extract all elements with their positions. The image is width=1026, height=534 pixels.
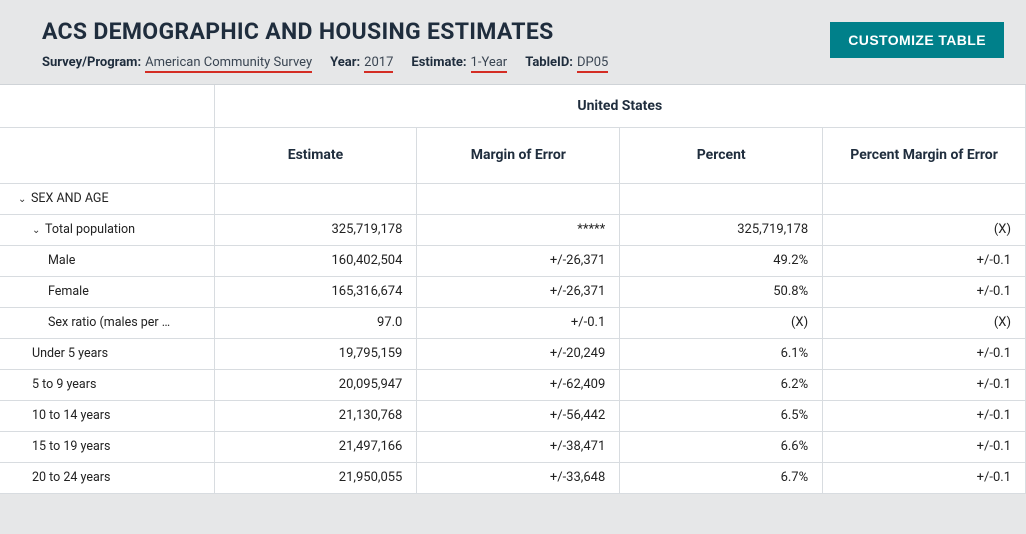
data-table: United States Estimate Margin of Error P… — [0, 85, 1026, 494]
customize-table-button[interactable]: CUSTOMIZE TABLE — [830, 22, 1004, 58]
chevron-down-icon: ⌄ — [18, 194, 27, 205]
cell-value: (X) — [620, 307, 823, 338]
cell-value: +/-0.1 — [823, 431, 1026, 462]
cell-value: 21,950,055 — [214, 462, 417, 493]
row-label: 15 to 19 years — [0, 431, 214, 462]
col-percent[interactable]: Percent — [620, 127, 823, 183]
cell-value: 160,402,504 — [214, 245, 417, 276]
table-row: Sex ratio (males per …97.0+/-0.1(X)(X) — [0, 307, 1026, 338]
cell-value: 97.0 — [214, 307, 417, 338]
cell-value: +/-0.1 — [823, 369, 1026, 400]
row-label: Under 5 years — [0, 338, 214, 369]
table-row: ⌄ Total population 325,719,178*****325,719… — [0, 214, 1026, 245]
row-label: 5 to 9 years — [0, 369, 214, 400]
meta-survey[interactable]: Survey/Program:American Community Survey — [42, 55, 312, 70]
row-label: 20 to 24 years — [0, 462, 214, 493]
row-label[interactable]: ⌄ SEX AND AGE — [0, 183, 214, 214]
cell-value: +/-0.1 — [417, 307, 620, 338]
table-row: Female 165,316,674+/-26,37150.8%+/-0.1 — [0, 276, 1026, 307]
table-row: Under 5 years 19,795,159+/-20,2496.1%+/-0… — [0, 338, 1026, 369]
row-label-text: Total population — [45, 222, 135, 237]
row-label-text: Female — [48, 284, 89, 299]
cell-value: +/-0.1 — [823, 276, 1026, 307]
row-label-text: Under 5 years — [32, 346, 108, 361]
row-label-text: Male — [48, 253, 75, 268]
cell-value: 6.6% — [620, 431, 823, 462]
meta-estimate[interactable]: Estimate:1-Year — [411, 55, 507, 70]
meta-year[interactable]: Year:2017 — [330, 55, 393, 70]
row-label: Sex ratio (males per … — [0, 307, 214, 338]
row-label-text: 10 to 14 years — [32, 408, 110, 423]
cell-value — [417, 183, 620, 214]
cell-value: +/-33,648 — [417, 462, 620, 493]
cell-value: +/-0.1 — [823, 338, 1026, 369]
cell-value: 21,130,768 — [214, 400, 417, 431]
cell-value: (X) — [823, 214, 1026, 245]
blank-corner — [0, 85, 214, 127]
cell-value: +/-62,409 — [417, 369, 620, 400]
row-label[interactable]: ⌄ Total population — [0, 214, 214, 245]
row-label: Male — [0, 245, 214, 276]
cell-value: 21,497,166 — [214, 431, 417, 462]
table-row: 15 to 19 years 21,497,166+/-38,4716.6%+/-… — [0, 431, 1026, 462]
meta-tableid[interactable]: TableID:DP05 — [525, 55, 608, 70]
cell-value: +/-26,371 — [417, 245, 620, 276]
cell-value: +/-26,371 — [417, 276, 620, 307]
cell-value: +/-0.1 — [823, 245, 1026, 276]
col-percent-moe[interactable]: Percent Margin of Error — [823, 127, 1026, 183]
table-row: 10 to 14 years 21,130,768+/-56,4426.5%+/-… — [0, 400, 1026, 431]
row-label-text: Sex ratio (males per … — [48, 315, 170, 330]
cell-value: 6.5% — [620, 400, 823, 431]
table-row: 20 to 24 years 21,950,055+/-33,6486.7%+/-… — [0, 462, 1026, 493]
cell-value: 6.2% — [620, 369, 823, 400]
cell-value: 325,719,178 — [214, 214, 417, 245]
cell-value: +/-56,442 — [417, 400, 620, 431]
cell-value: (X) — [823, 307, 1026, 338]
cell-value: ***** — [417, 214, 620, 245]
cell-value — [214, 183, 417, 214]
table-row: ⌄ SEX AND AGE — [0, 183, 1026, 214]
cell-value: +/-0.1 — [823, 400, 1026, 431]
cell-value — [823, 183, 1026, 214]
cell-value: 19,795,159 — [214, 338, 417, 369]
geo-header: United States — [214, 85, 1026, 127]
cell-value — [620, 183, 823, 214]
cell-value: +/-38,471 — [417, 431, 620, 462]
data-table-wrap: United States Estimate Margin of Error P… — [0, 84, 1026, 494]
cell-value: 165,316,674 — [214, 276, 417, 307]
row-label-text: 5 to 9 years — [32, 377, 96, 392]
cell-value: +/-20,249 — [417, 338, 620, 369]
cell-value: 49.2% — [620, 245, 823, 276]
row-label-text: 15 to 19 years — [32, 439, 110, 454]
row-label: Female — [0, 276, 214, 307]
row-label: 10 to 14 years — [0, 400, 214, 431]
cell-value: 20,095,947 — [214, 369, 417, 400]
table-row: 5 to 9 years 20,095,947+/-62,4096.2%+/-0.… — [0, 369, 1026, 400]
cell-value: 50.8% — [620, 276, 823, 307]
row-label-text: 20 to 24 years — [32, 470, 110, 485]
cell-value: +/-0.1 — [823, 462, 1026, 493]
col-moe[interactable]: Margin of Error — [417, 127, 620, 183]
page-header: ACS DEMOGRAPHIC AND HOUSING ESTIMATES Su… — [0, 0, 1026, 84]
col-estimate[interactable]: Estimate — [214, 127, 417, 183]
table-row: Male 160,402,504+/-26,37149.2%+/-0.1 — [0, 245, 1026, 276]
cell-value: 6.1% — [620, 338, 823, 369]
blank-label-header — [0, 127, 214, 183]
cell-value: 325,719,178 — [620, 214, 823, 245]
chevron-down-icon: ⌄ — [32, 225, 41, 236]
cell-value: 6.7% — [620, 462, 823, 493]
row-label-text: SEX AND AGE — [31, 191, 109, 206]
